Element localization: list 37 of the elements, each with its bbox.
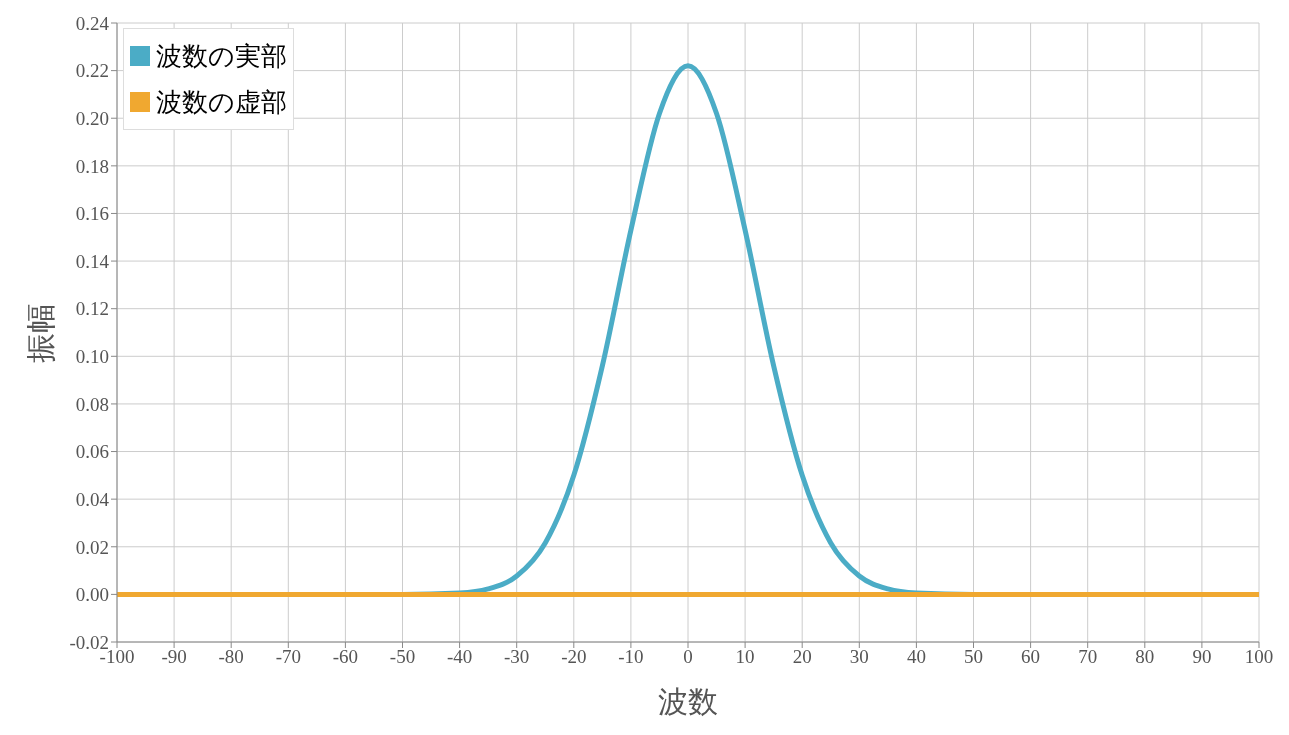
legend-label: 波数の虚部 — [156, 86, 287, 119]
x-tick-label: -80 — [218, 646, 244, 668]
x-tick-label: -90 — [161, 646, 187, 668]
y-axis-title: 振幅 — [23, 302, 57, 363]
x-tick-label: 70 — [1078, 646, 1098, 668]
x-tick-label: 90 — [1192, 646, 1212, 668]
x-tick-label: 0 — [683, 646, 693, 668]
y-tick-label: 0.08 — [75, 393, 109, 415]
y-tick-label: 0.04 — [75, 488, 110, 510]
y-tick-label: 0.22 — [75, 60, 109, 82]
y-tick-label: 0.16 — [75, 203, 109, 225]
y-tick-label: 0.10 — [75, 346, 109, 368]
y-tick-label: 0.20 — [75, 107, 109, 129]
x-tick-label: -50 — [389, 646, 416, 668]
legend-label: 波数の実部 — [156, 40, 287, 73]
x-tick-label: 50 — [964, 646, 983, 668]
x-tick-label: -40 — [446, 646, 473, 668]
x-tick-label: -30 — [504, 646, 530, 668]
x-tick-label: 10 — [735, 646, 755, 668]
y-tick-label: 0.06 — [75, 441, 109, 463]
x-tick-label: 20 — [792, 646, 812, 668]
x-axis-title: 波数 — [658, 685, 718, 718]
y-tick-label: 0.18 — [75, 155, 109, 177]
y-tick-label: 0.02 — [75, 536, 109, 558]
x-tick-label: 80 — [1135, 646, 1155, 668]
x-tick-label: 30 — [849, 646, 869, 668]
y-tick-label: 0.14 — [75, 250, 110, 272]
x-tick-label: 60 — [1021, 646, 1041, 668]
y-tick-label: 0.24 — [75, 12, 110, 34]
x-tick-label: -20 — [561, 646, 587, 668]
x-tick-label: -10 — [618, 646, 644, 668]
y-tick-label: 0.00 — [75, 584, 109, 606]
x-tick-label: 40 — [906, 646, 926, 668]
x-tick-label: 100 — [1244, 646, 1274, 668]
y-tick-label: 0.12 — [75, 298, 109, 320]
x-tick-label: -60 — [332, 646, 359, 668]
x-tick-label: -70 — [275, 646, 301, 668]
